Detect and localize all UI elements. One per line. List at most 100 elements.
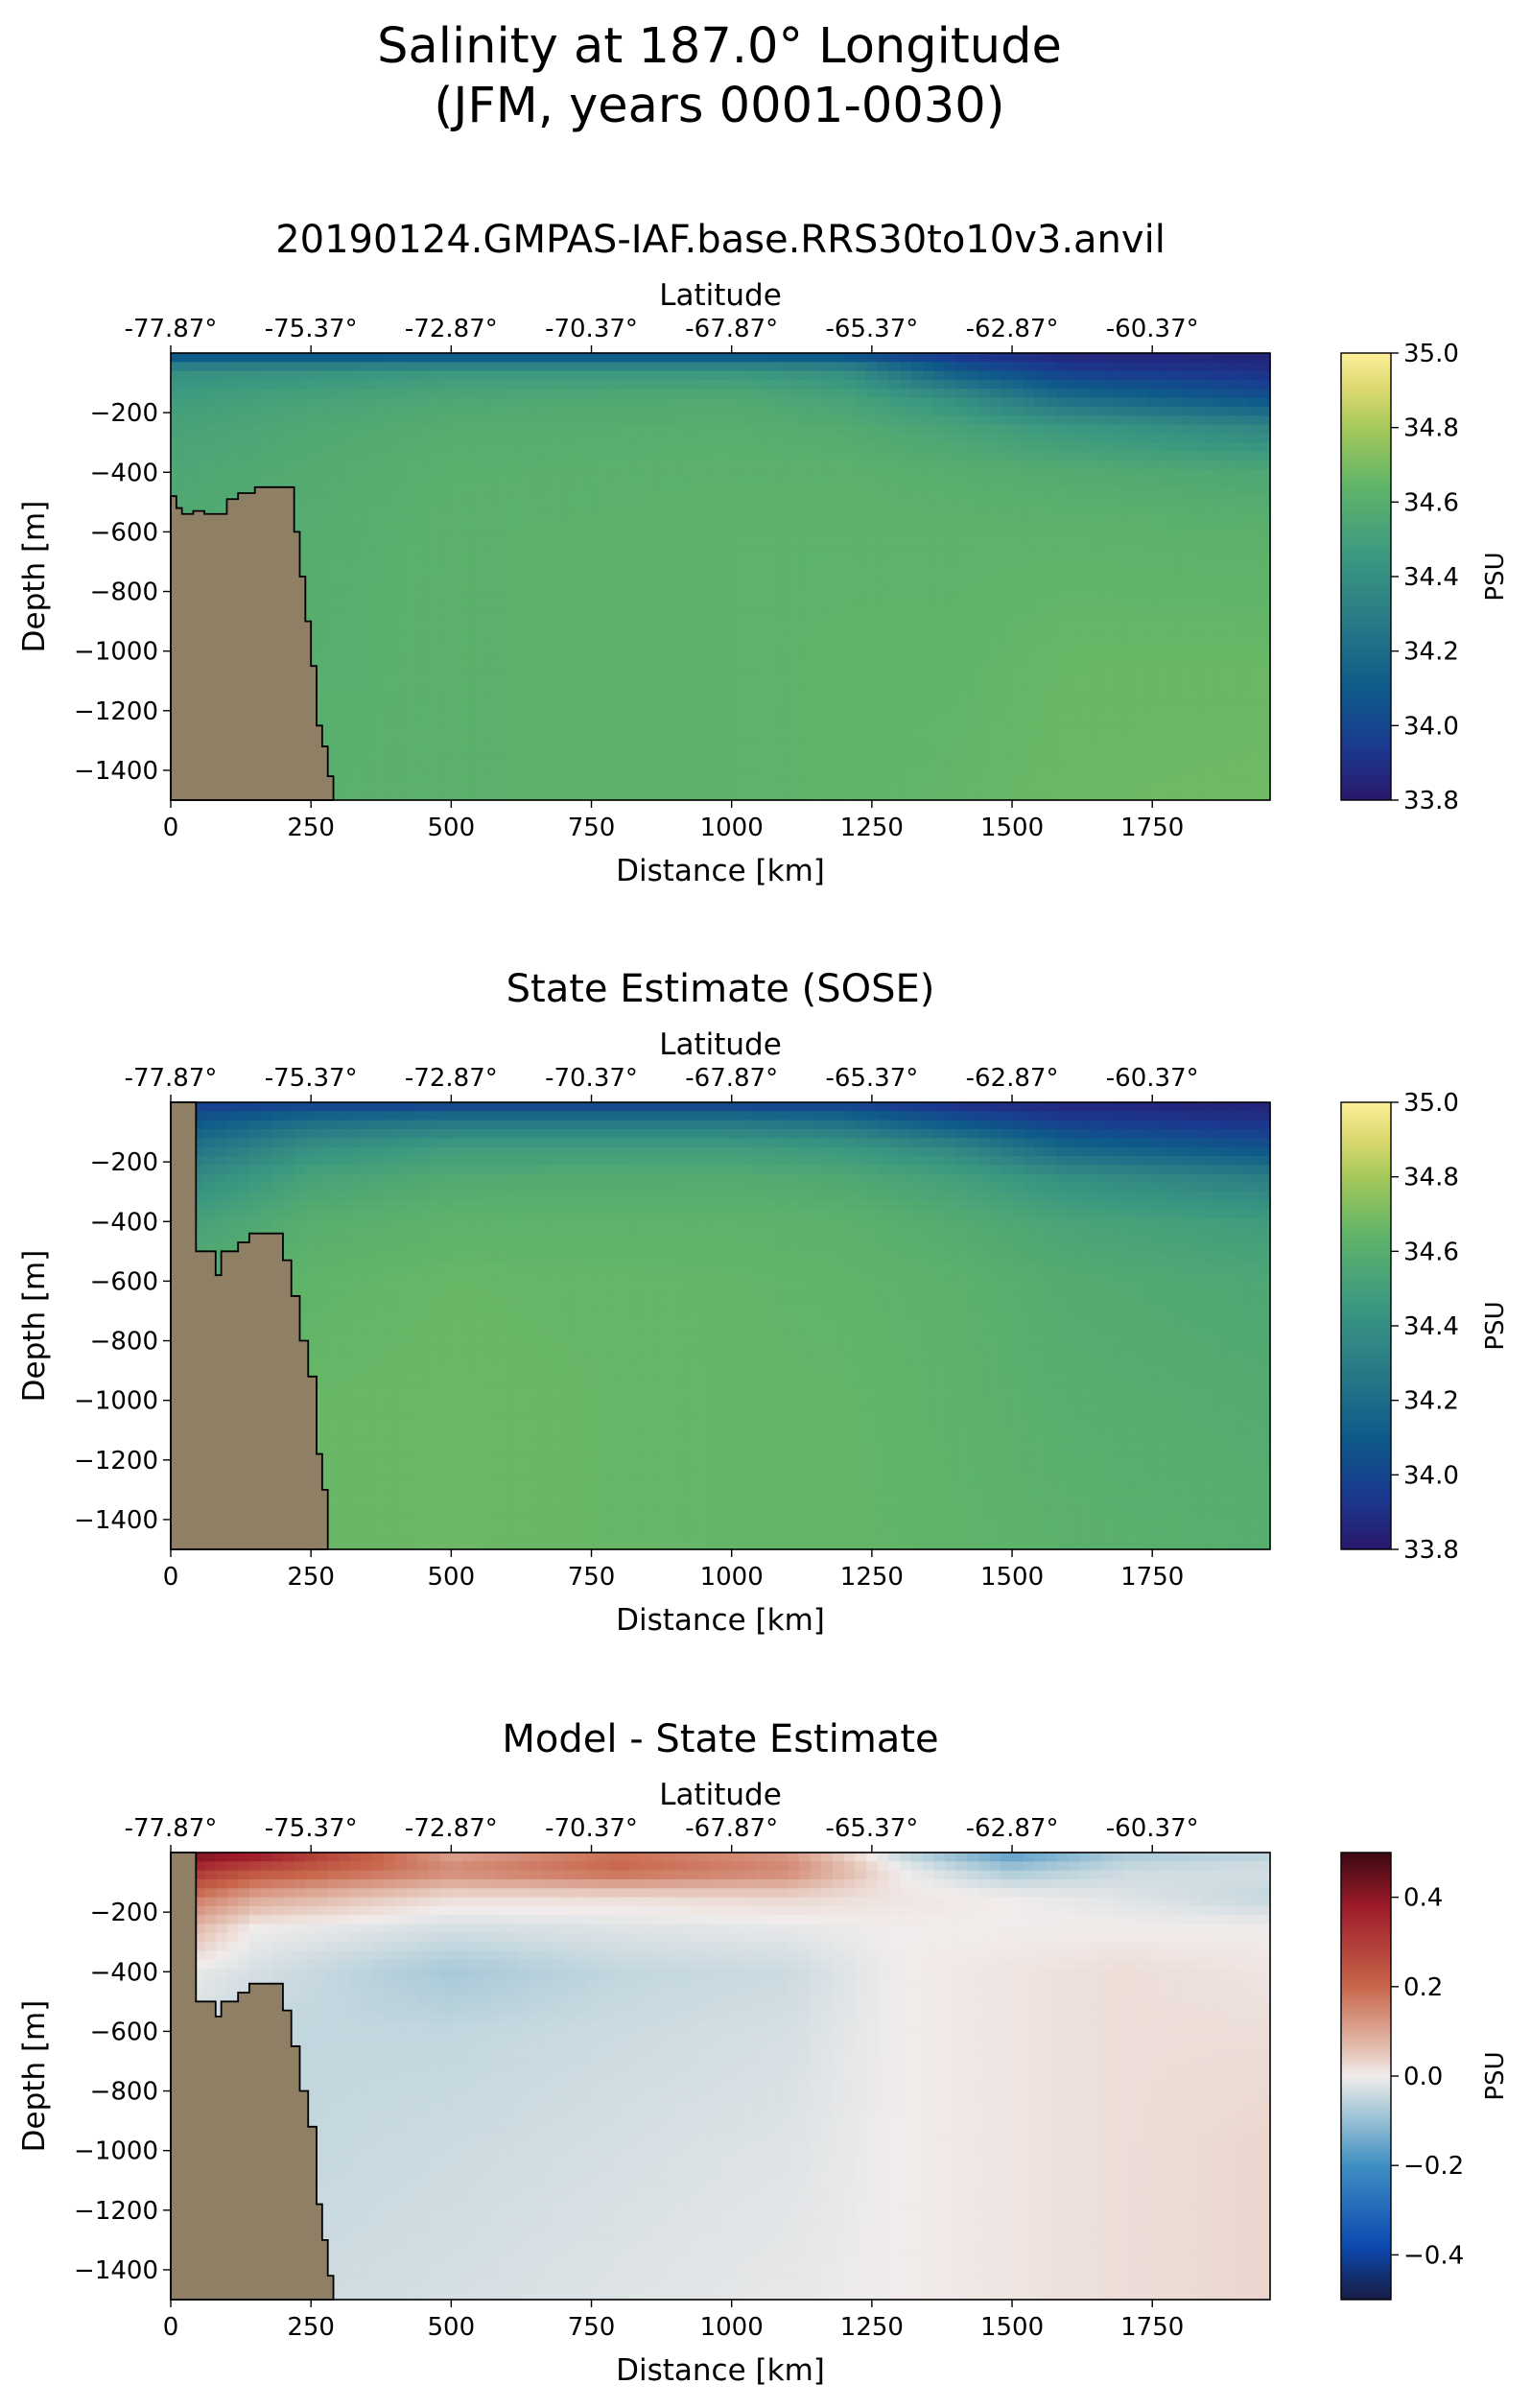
heatmap-cell	[417, 612, 430, 623]
heatmap-cell	[675, 683, 688, 694]
heatmap-cell	[709, 701, 721, 712]
heatmap-cell	[384, 433, 396, 443]
heatmap-cell	[305, 353, 318, 363]
heatmap-cell	[720, 550, 733, 559]
heatmap-cell	[372, 460, 385, 470]
heatmap-cell	[832, 531, 845, 542]
heatmap-cell	[821, 442, 834, 453]
heatmap-cell	[989, 523, 1001, 532]
heatmap-cell	[697, 451, 710, 461]
heatmap-cell	[742, 629, 755, 640]
heatmap-cell	[1236, 370, 1249, 381]
heatmap-cell	[294, 505, 306, 515]
heatmap-cell	[720, 710, 733, 720]
heatmap-cell	[1079, 486, 1092, 497]
heatmap-cell	[697, 442, 710, 453]
heatmap-cell	[1023, 415, 1036, 426]
heatmap-cell	[843, 433, 856, 443]
heatmap-cell	[1225, 720, 1237, 730]
heatmap-cell	[350, 540, 363, 551]
heatmap-cell	[439, 486, 452, 497]
heatmap-cell	[1158, 424, 1170, 435]
heatmap-cell	[439, 558, 452, 569]
heatmap-cell	[1213, 550, 1226, 559]
heatmap-cell	[1259, 710, 1271, 720]
heatmap-cell	[226, 424, 239, 435]
heatmap-cell	[439, 577, 452, 586]
heatmap-cell	[1259, 389, 1271, 399]
heatmap-cell	[944, 629, 957, 640]
heatmap-cell	[675, 505, 688, 515]
heatmap-cell	[888, 594, 901, 604]
heatmap-cell	[462, 648, 475, 658]
heatmap-cell	[439, 469, 452, 480]
heatmap-cell	[686, 701, 699, 712]
heatmap-cell	[1034, 505, 1047, 515]
heatmap-cell	[1225, 370, 1237, 381]
heatmap-cell	[910, 353, 924, 363]
heatmap-cell	[731, 648, 743, 658]
heatmap-cell	[530, 513, 542, 524]
heatmap-cell	[1023, 782, 1036, 792]
heatmap-cell	[1180, 370, 1192, 381]
heatmap-cell	[1168, 720, 1182, 730]
heatmap-cell	[843, 567, 856, 578]
heatmap-cell	[462, 746, 475, 756]
heatmap-cell	[664, 639, 676, 649]
heatmap-cell	[1225, 540, 1237, 551]
heatmap-cell	[866, 683, 879, 694]
heatmap-cell	[518, 397, 530, 408]
heatmap-cell	[585, 540, 598, 551]
heatmap-cell	[473, 755, 486, 766]
heatmap-cell	[1101, 531, 1114, 542]
heatmap-cell	[866, 362, 879, 372]
heatmap-cell	[350, 648, 363, 658]
heatmap-cell	[451, 486, 463, 497]
heatmap-cell	[473, 585, 486, 596]
heatmap-cell	[877, 424, 890, 435]
heatmap-cell	[642, 442, 654, 453]
heatmap-cell	[1023, 397, 1036, 408]
heatmap-cell	[955, 505, 968, 515]
heatmap-cell	[944, 782, 957, 792]
heatmap-cell	[530, 433, 542, 443]
heatmap-cell	[1123, 505, 1137, 515]
heatmap-cell	[204, 370, 217, 381]
heatmap-cell	[1068, 550, 1080, 559]
heatmap-cell	[642, 629, 654, 640]
heatmap-cell	[652, 577, 666, 586]
heatmap-cell	[1180, 693, 1192, 703]
heatmap-cell	[417, 621, 430, 631]
heatmap-cell	[473, 486, 486, 497]
heatmap-cell	[1213, 621, 1226, 631]
heatmap-cell	[720, 693, 733, 703]
heatmap-cell	[922, 594, 934, 604]
heatmap-cell	[1079, 666, 1092, 676]
heatmap-cell	[664, 764, 676, 774]
heatmap-cell	[406, 567, 418, 578]
heatmap-cell	[1023, 486, 1036, 497]
heatmap-cell	[630, 656, 643, 667]
heatmap-cell	[417, 379, 430, 390]
heatmap-cell	[1213, 389, 1226, 399]
heatmap-cell	[1113, 585, 1125, 596]
heatmap-cell	[451, 621, 463, 631]
heatmap-cell	[888, 406, 901, 416]
heatmap-cell	[944, 478, 957, 488]
heatmap-cell	[1146, 433, 1159, 443]
heatmap-cell	[900, 362, 912, 372]
heatmap-cell	[900, 389, 912, 399]
heatmap-cell	[384, 478, 396, 488]
heatmap-cell	[384, 442, 396, 453]
heatmap-cell	[1135, 406, 1147, 416]
heatmap-cell	[1023, 577, 1036, 586]
heatmap-cell	[1202, 629, 1215, 640]
heatmap-cell	[977, 755, 991, 766]
heatmap-cell	[439, 693, 452, 703]
heatmap-cell	[327, 460, 341, 470]
heatmap-cell	[1012, 550, 1025, 559]
heatmap-cell	[484, 451, 497, 461]
heatmap-cell	[1146, 639, 1159, 649]
heatmap-cell	[686, 728, 699, 739]
heatmap-cell	[406, 720, 418, 730]
